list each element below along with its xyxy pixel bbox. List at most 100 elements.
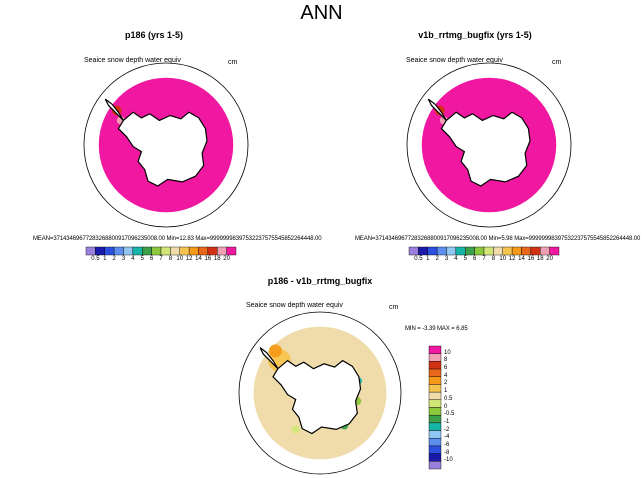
- panel2-colorbar-tick-label-9: 10: [499, 256, 507, 262]
- panel3-colorbar-tick-label-13: -8: [444, 449, 450, 456]
- panel3-colorbar-swatch-6: [428, 391, 442, 401]
- panel1-sea-ice-field: [98, 77, 234, 213]
- panel1-colorbar-tick-label-1: 1: [103, 256, 107, 262]
- panel1-max-label: Max=: [195, 236, 210, 242]
- panel2-colorbar-swatch-5: [455, 246, 466, 256]
- panel1-peninsula-outline: [104, 98, 124, 121]
- panel1-mean-label: MEAN=: [33, 236, 54, 242]
- panel1-colorbar-tick-label-11: 14: [195, 256, 202, 262]
- panel3-colorbar-swatch-5: [428, 384, 442, 393]
- panel1-colorbar-tick-label-3: 3: [121, 256, 126, 262]
- panel3-colorbar-swatch-0: [428, 345, 442, 354]
- panel1-units: cm: [228, 59, 238, 66]
- panel1-variable-label: Seaice snow depth water equiv: [84, 57, 181, 64]
- panel1-colorbar-swatch-13: [207, 246, 218, 256]
- panel2-antarctica-outline: [440, 111, 531, 187]
- panel2-colorbar-tick-label-3: 3: [444, 256, 449, 262]
- panel3-anomaly-patch-1: [268, 344, 282, 358]
- panel3-peninsula-outline: [259, 347, 279, 370]
- panel2-sea-ice-field: [421, 77, 557, 213]
- panel3-colorbar-swatch-12: [428, 438, 442, 447]
- panel1-colorbar-swatch-12: [198, 246, 209, 256]
- panel3-map-boundary: [238, 311, 402, 475]
- panel1-colorbar-tick-label-12: 16: [204, 256, 212, 262]
- panel1-peninsula-patch: [111, 105, 122, 116]
- panel3-colorbar-tick-label-6: 0.5: [444, 395, 453, 402]
- panel1-colorbar-swatch-1: [95, 246, 105, 256]
- panel2-colorbar-tick-label-14: 20: [546, 256, 553, 262]
- panel1-colorbar-tick-label-14: 20: [223, 256, 230, 262]
- panel2-colorbar-swatch-14: [540, 246, 550, 256]
- panel2-stats: MEAN=37143469677283268800917096235008.00…: [355, 236, 640, 242]
- panel2-colorbar-swatch-13: [530, 246, 541, 256]
- panel1-colorbar-swatch-15: [226, 246, 237, 256]
- panel3-colorbar-swatch-13: [428, 445, 442, 454]
- panel2-colorbar-swatch-8: [483, 246, 494, 256]
- panel1-colorbar-tick-label-4: 4: [131, 256, 135, 262]
- panel3-colorbar-swatch-1: [428, 353, 442, 362]
- main-title: ANN: [300, 2, 343, 24]
- panel1-colorbar-tick-label-9: 10: [176, 256, 184, 262]
- panel2-colorbar-swatch-0: [408, 246, 419, 256]
- panel1-colorbar-tick-label-10: 12: [185, 256, 193, 262]
- panel2-colorbar-swatch-7: [474, 246, 485, 256]
- panel1-colorbar-swatch-5: [132, 246, 143, 256]
- panel2-title: v1b_rrtmg_bugfix (yrs 1-5): [418, 30, 532, 40]
- panel3-anomaly-patch-5: [291, 425, 300, 434]
- panel1-title: p186 (yrs 1-5): [124, 30, 184, 40]
- panel3-min-value: -3.39: [422, 326, 436, 332]
- panel3-colorbar-tick-label-7: 0: [444, 403, 448, 410]
- panel2-min-label: Min=: [488, 236, 502, 242]
- panel1-colorbar-swatch-4: [123, 246, 134, 256]
- panel1-colorbar-swatch-11: [188, 246, 199, 256]
- panel1-mean-value: 37143469677283268800917096235008.00: [53, 236, 165, 242]
- panel1-antarctica-outline: [117, 111, 208, 187]
- panel2-map-boundary: [406, 62, 572, 228]
- panel2-colorbar-swatch-15: [549, 246, 560, 256]
- panel2-colorbar-tick-label-1: 1: [426, 256, 430, 262]
- panel2-peninsula-outline: [427, 98, 447, 121]
- panel3-units: cm: [389, 304, 399, 311]
- panel1-colorbar-swatch-0: [85, 246, 96, 256]
- panel2-colorbar-tick-label-5: 5: [463, 256, 467, 262]
- panel3-variable-label: Seaice snow depth water equiv: [246, 302, 343, 309]
- panel1-colorbar-tick-label-13: 18: [213, 256, 221, 262]
- panel1-min-label: Min=: [166, 236, 180, 242]
- panel3-colorbar-tick-label-2: 6: [444, 365, 448, 372]
- panel2-colorbar-tick-label-13: 18: [536, 256, 544, 262]
- panel3-map-layers: [253, 326, 387, 460]
- panel1-colorbar-swatch-6: [142, 246, 152, 256]
- panel1-map-boundary: [83, 62, 249, 228]
- panel3-colorbar-swatch-15: [428, 461, 442, 470]
- panel3-colorbar-tick-label-10: -2: [444, 426, 450, 433]
- panel2-colorbar-tick-label-4: 4: [454, 256, 458, 262]
- panel3-colorbar-swatch-3: [428, 368, 442, 377]
- panel3-colorbar-swatch-7: [428, 399, 442, 408]
- panel3-colorbar-swatch-10: [428, 422, 442, 431]
- panel1-colorbar-tick-label-0: 0.5: [91, 256, 100, 262]
- panel2-colorbar-swatch-3: [436, 246, 447, 256]
- panel2-colorbar-tick-label-7: 7: [482, 256, 486, 262]
- panel1-colorbar-tick-label-2: 2: [112, 256, 116, 262]
- panel3-anomaly-patch-0: [268, 349, 291, 372]
- panel1-colorbar-tick-label-8: 8: [168, 256, 173, 262]
- panel1-colorbar-swatch-3: [113, 246, 124, 256]
- panel3-colorbar-swatch-11: [428, 430, 442, 439]
- panel1-pink-patch: [116, 116, 125, 125]
- panel2-min-value: 5.98: [501, 236, 513, 242]
- panel2-colorbar-tick-label-2: 2: [435, 256, 439, 262]
- panel3-colorbar-tick-label-0: 10: [444, 349, 451, 356]
- panel3-colorbar-tick-label-4: 2: [444, 380, 448, 387]
- panel3-colorbar-swatch-4: [428, 376, 442, 385]
- panel2-colorbar-swatch-11: [511, 246, 522, 256]
- panel3-colorbar-tick-label-9: -1: [444, 418, 450, 425]
- panel2-colorbar-tick-label-11: 14: [518, 256, 525, 262]
- panel2-colorbar-swatch-4: [446, 246, 457, 256]
- panel2-pink-patch: [439, 116, 448, 125]
- panel2-colorbar-swatch-12: [521, 246, 532, 256]
- panel2-colorbar-swatch-9: [493, 246, 503, 256]
- panel2-mean-label: MEAN=: [355, 236, 376, 242]
- panel2-colorbar-swatch-2: [427, 246, 438, 256]
- panel1-colorbar-tick-label-5: 5: [140, 256, 144, 262]
- panel2-colorbar-tick-label-6: 6: [472, 256, 477, 262]
